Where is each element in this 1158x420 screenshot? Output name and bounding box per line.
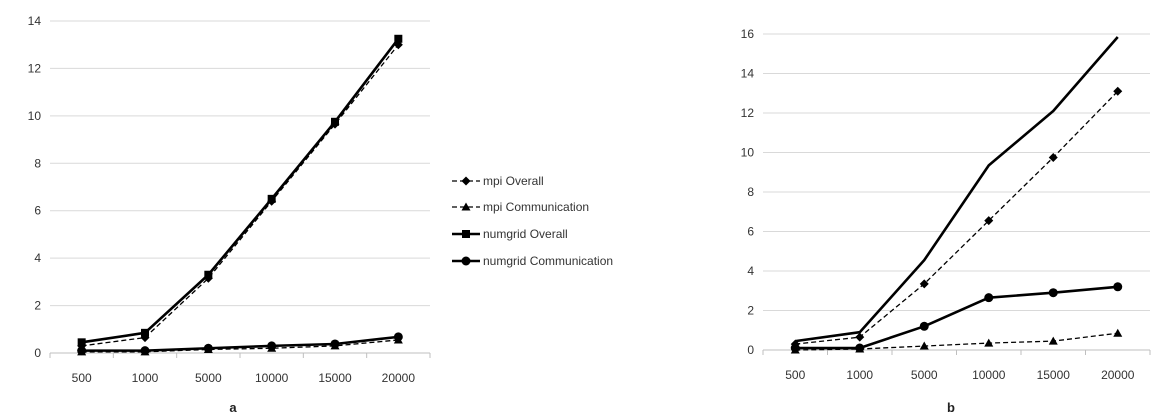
data-point (855, 343, 865, 353)
data-point (331, 117, 339, 126)
legend: mpi Overall mpi Communication numgrid Over… (452, 174, 613, 268)
data-point (141, 328, 149, 337)
x-tick-label: 1000 (846, 368, 873, 382)
data-point (1113, 282, 1123, 292)
x-tick-label: 500 (72, 371, 92, 385)
data-point (267, 194, 276, 203)
series-line-0 (81, 44, 399, 347)
data-point (919, 279, 929, 289)
legend-label-2: numgrid Overall (483, 227, 568, 241)
chart-panel-a: 0 2 4 6 8 10 12 14 500 1000 5000 10000 15000 20000 (28, 14, 431, 385)
panel-caption-a: a (229, 400, 237, 415)
y-tick-label: 0 (747, 343, 754, 357)
y-tick-label: 0 (34, 346, 41, 360)
legend-label-0: mpi Overall (483, 174, 544, 188)
y-tick-label: 10 (28, 109, 42, 123)
data-point (394, 34, 403, 43)
data-point (855, 332, 865, 342)
series-line-1 (795, 332, 1118, 351)
data-point (984, 216, 994, 226)
data-point (1048, 288, 1058, 298)
data-point (140, 346, 150, 356)
panel-caption-b: b (947, 400, 955, 415)
y-tick-label: 8 (34, 156, 41, 170)
x-tick-label: 500 (785, 368, 805, 382)
y-tick-label: 2 (34, 299, 41, 313)
legend-marker-3 (461, 256, 471, 266)
data-point (984, 293, 994, 303)
series-line-3 (795, 285, 1118, 350)
data-point (267, 341, 277, 351)
legend-label-1: mpi Communication (483, 200, 589, 214)
y-tick-label: 10 (741, 146, 755, 160)
y-tick-label: 6 (747, 225, 754, 239)
y-tick-label: 14 (741, 67, 755, 81)
y-tick-label: 6 (34, 204, 41, 218)
legend-marker-2 (462, 230, 470, 238)
y-tick-label: 2 (747, 304, 754, 318)
y-tick-label: 12 (28, 61, 42, 75)
data-point (393, 332, 403, 342)
chart-panel-b: 0 2 4 6 8 10 12 14 16 500 1000 5000 10000 15000 20000 (741, 27, 1151, 382)
series-line-0 (795, 90, 1119, 345)
y-tick-label: 8 (747, 185, 754, 199)
data-point (1048, 152, 1058, 162)
legend-marker-0 (461, 176, 471, 186)
data-point (203, 343, 213, 353)
data-point (919, 321, 929, 331)
y-tick-label: 4 (34, 251, 41, 265)
x-tick-label: 20000 (382, 371, 416, 385)
legend-marker-1 (461, 202, 471, 211)
data-point (77, 338, 86, 347)
x-tick-label: 20000 (1101, 368, 1135, 382)
series-line-2 (795, 36, 1119, 343)
y-tick-label: 4 (747, 264, 754, 278)
x-tick-label: 5000 (195, 371, 222, 385)
x-tick-label: 15000 (1037, 368, 1071, 382)
y-tick-label: 16 (741, 27, 755, 41)
data-point (1113, 86, 1123, 96)
x-tick-label: 5000 (911, 368, 938, 382)
data-point (1048, 336, 1058, 345)
legend-label-3: numgrid Communication (483, 254, 613, 268)
x-tick-label: 15000 (318, 371, 352, 385)
data-point (330, 339, 340, 349)
x-tick-label: 10000 (972, 368, 1006, 382)
data-point (984, 338, 994, 347)
y-tick-label: 12 (741, 106, 755, 120)
x-tick-label: 1000 (132, 371, 159, 385)
data-point (919, 341, 929, 350)
data-point (77, 346, 87, 356)
y-tick-label: 14 (28, 14, 42, 28)
data-point (790, 343, 800, 353)
data-point (204, 270, 213, 279)
series-line-3 (81, 335, 399, 352)
x-tick-label: 10000 (255, 371, 289, 385)
series-line-2 (81, 37, 400, 344)
data-point (1113, 328, 1123, 337)
